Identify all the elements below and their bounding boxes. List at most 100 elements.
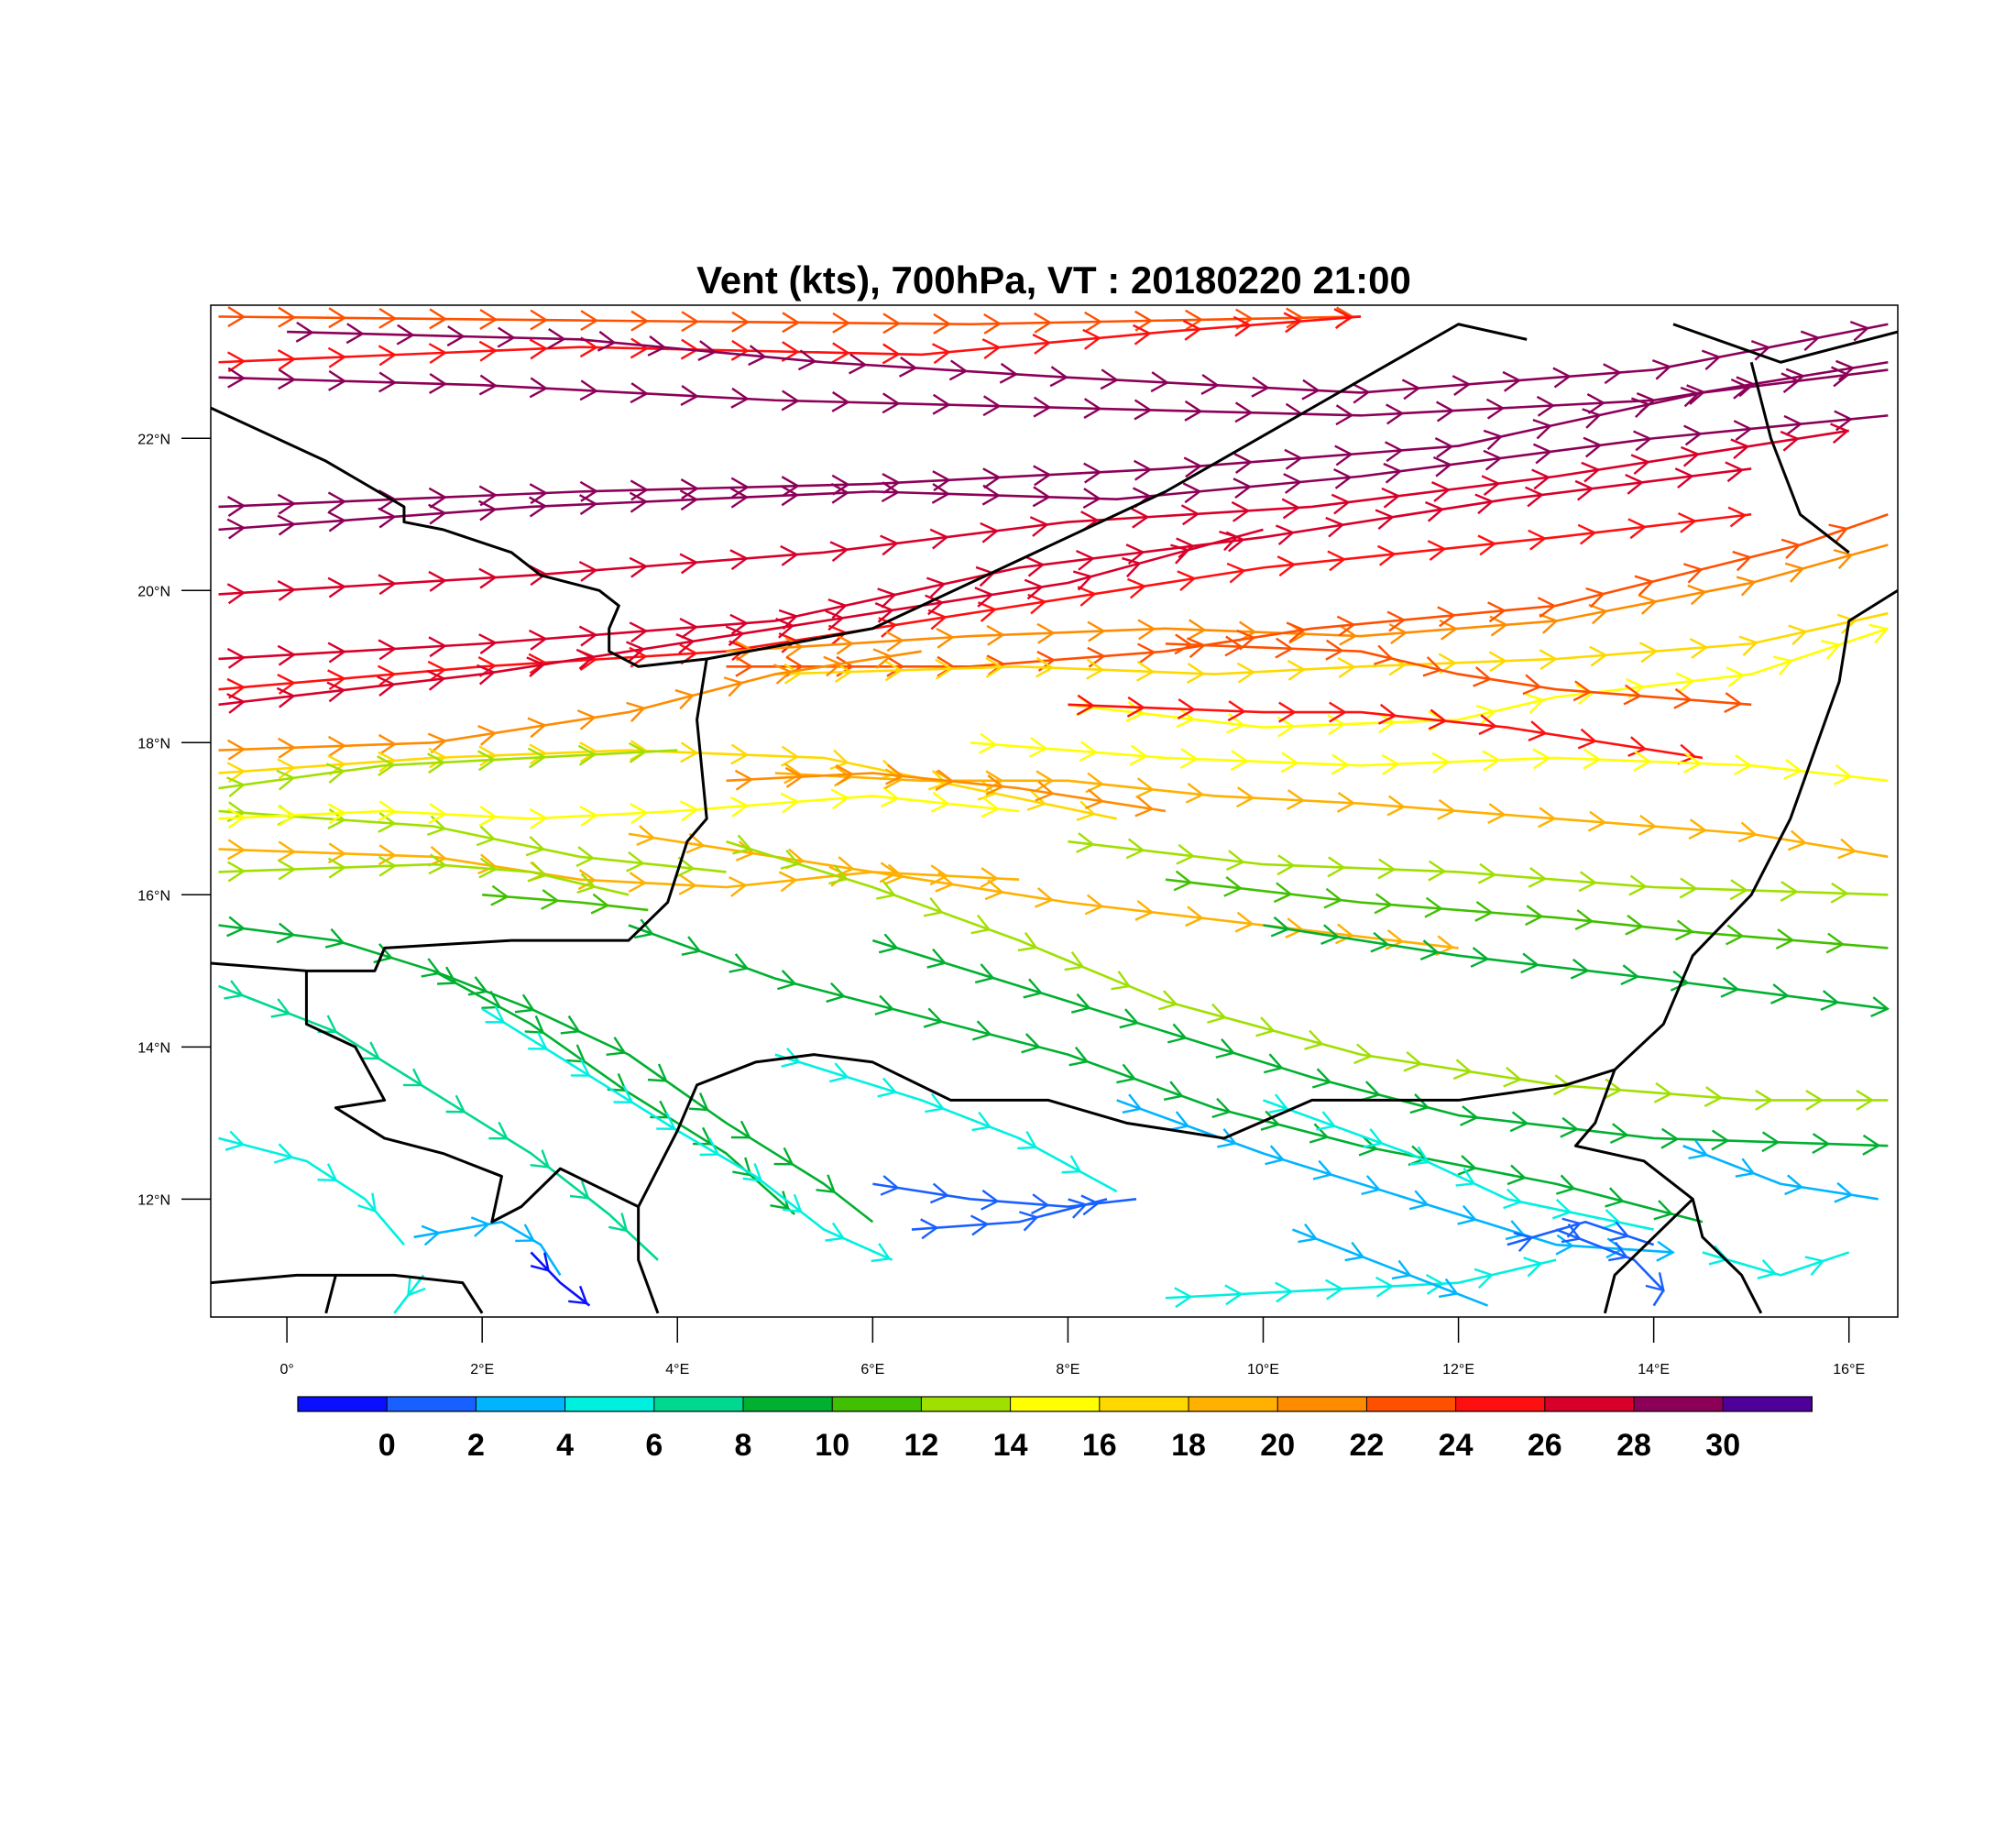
streamline-12-arrow-0 — [783, 663, 803, 685]
streamline-4-arrow-27 — [1582, 408, 1602, 429]
streamline-7-arrow-4 — [428, 636, 447, 658]
streamline-33-arrow-17 — [1457, 1155, 1478, 1176]
streamline-14-arrow-7 — [1428, 708, 1448, 730]
streamline-33-arrow-7 — [971, 1020, 992, 1041]
streamline-26-arrow-2 — [835, 764, 855, 785]
streamline-3-arrow-17 — [1150, 371, 1169, 393]
streamline-10-arrow-7 — [1087, 620, 1106, 642]
streamline-23-arrow-2 — [590, 893, 610, 915]
streamline-4 — [218, 368, 1889, 509]
streamline-9-arrow-1 — [276, 686, 296, 708]
streamline-10-arrow-22 — [1833, 548, 1854, 570]
streamline-48-arrow-0 — [530, 1252, 551, 1272]
colorbar-segment-11 — [1277, 1397, 1367, 1411]
streamline-3-arrow-5 — [547, 328, 566, 349]
streamline-32-arrow-2 — [974, 963, 995, 984]
streamline-4-arrow-16 — [1033, 465, 1052, 487]
streamline-5-arrow-26 — [1532, 443, 1552, 465]
streamline-2-arrow-9 — [680, 385, 699, 406]
streamline-7-arrow-3 — [378, 639, 397, 661]
streamline-6-arrow-0 — [226, 583, 247, 605]
streamline-10-arrow-15 — [1489, 615, 1508, 637]
streamline-32-arrow-9 — [1311, 1068, 1332, 1089]
streamline-4-arrow-24 — [1434, 436, 1454, 458]
streamline-30 — [1263, 924, 1889, 1011]
streamline-41-arrow-0 — [880, 1175, 900, 1196]
streamline-13-arrow-1 — [1125, 701, 1145, 722]
streamline-37-arrow-8 — [825, 1222, 846, 1242]
colorbar-label: 20 — [1260, 1428, 1295, 1463]
streamline-39-arrow-11 — [1656, 1240, 1675, 1262]
streamline-24-arrow-15 — [1538, 807, 1557, 829]
streamline-12-arrow-10 — [1287, 659, 1307, 681]
streamline-26 — [726, 772, 1167, 813]
streamline-32-arrow-5 — [1119, 1008, 1140, 1029]
streamline-38 — [774, 1053, 1118, 1193]
streamline-4-arrow-21 — [1284, 448, 1303, 470]
streamline-40-arrow-3 — [1409, 1146, 1430, 1166]
lat-tick-label: 22°N — [137, 432, 170, 447]
streamline-11-arrow-3 — [886, 655, 905, 677]
streamline-6-arrow-15 — [980, 521, 1000, 543]
streamline-33-arrow-21 — [1653, 1200, 1674, 1221]
country-borders — [211, 323, 1898, 1314]
streamline-15-arrow-6 — [1473, 666, 1493, 687]
streamline-34-arrow-10 — [688, 1092, 709, 1112]
streamline-35-arrow-9 — [608, 1213, 629, 1233]
streamline-43 — [1555, 1228, 1665, 1307]
streamline-7-arrow-14 — [926, 576, 947, 598]
streamline-25-arrow-10 — [1482, 750, 1501, 772]
streamline-28-arrow-13 — [1729, 879, 1748, 901]
streamline-16-arrow-7 — [576, 709, 597, 730]
streamline-9-arrow-0 — [226, 693, 247, 714]
streamline-52-arrow-2 — [1391, 1259, 1412, 1280]
streamline-7-arrow-18 — [1125, 543, 1145, 565]
streamline-27-arrow-10 — [1134, 900, 1155, 921]
border-2 — [304, 971, 660, 1314]
streamline-13-arrow-9 — [1525, 693, 1546, 714]
streamline-6-arrow-27 — [1581, 461, 1601, 483]
streamline-24-arrow-9 — [1236, 786, 1255, 808]
streamline-32-arrow-16 — [1660, 1127, 1680, 1149]
streamline-24-arrow-8 — [1185, 782, 1205, 804]
streamline-35-arrow-0 — [224, 980, 245, 1000]
streamline-12-arrow-7 — [1136, 660, 1156, 682]
streamline-31-arrow-21 — [1755, 1089, 1774, 1111]
streamline-21-arrow-11 — [778, 871, 798, 893]
streamline-40-arrow-4 — [1455, 1167, 1476, 1187]
streamline-18-arrow-6 — [527, 747, 547, 769]
streamline-14-arrow-5 — [1329, 701, 1348, 723]
streamline-9-arrow-15 — [974, 587, 994, 608]
colorbar-label: 6 — [645, 1428, 663, 1463]
streamline-3-arrow-8 — [697, 340, 718, 362]
streamline-5-arrow-20 — [1233, 477, 1253, 499]
colorbar-segment-14 — [1544, 1397, 1635, 1411]
streamline-11-arrow-21 — [1780, 538, 1802, 559]
streamline-24-arrow-21 — [1837, 838, 1857, 860]
streamline-4-arrow-13 — [882, 472, 901, 494]
border-6 — [1573, 1069, 1763, 1314]
colorbar-label: 18 — [1171, 1428, 1206, 1463]
streamline-45-arrow-1 — [1224, 1284, 1244, 1306]
streamline-40-arrow-0 — [1268, 1093, 1289, 1114]
streamline-5-arrow-32 — [1834, 410, 1854, 432]
streamline-4-arrow-19 — [1183, 456, 1203, 478]
streamline-2-arrow-23 — [1386, 403, 1405, 425]
streamline-19-arrow-8 — [626, 851, 645, 873]
streamline-6-arrow-18 — [1130, 507, 1150, 529]
streamline-12-arrow-18 — [1689, 638, 1709, 659]
streamline-45-arrow-3 — [1325, 1279, 1344, 1301]
streamline-6-arrow-30 — [1730, 438, 1750, 460]
streamline-11-arrow-11 — [1286, 621, 1306, 643]
streamline-34-arrow-2 — [324, 927, 345, 949]
streamline-28-arrow-14 — [1780, 881, 1799, 903]
streamline-15-arrow-8 — [1572, 680, 1593, 702]
streamline-31-arrow-6 — [1017, 931, 1038, 952]
streamline-28-arrow-8 — [1477, 862, 1497, 884]
streamline-3-arrow-0 — [295, 321, 314, 343]
streamline-20-arrow-8 — [630, 803, 649, 825]
streamline-0 — [218, 315, 1362, 326]
streamline-27-arrow-5 — [884, 863, 905, 885]
streamline-16-arrow-2 — [327, 735, 347, 757]
streamline-15-arrow-7 — [1522, 674, 1542, 696]
